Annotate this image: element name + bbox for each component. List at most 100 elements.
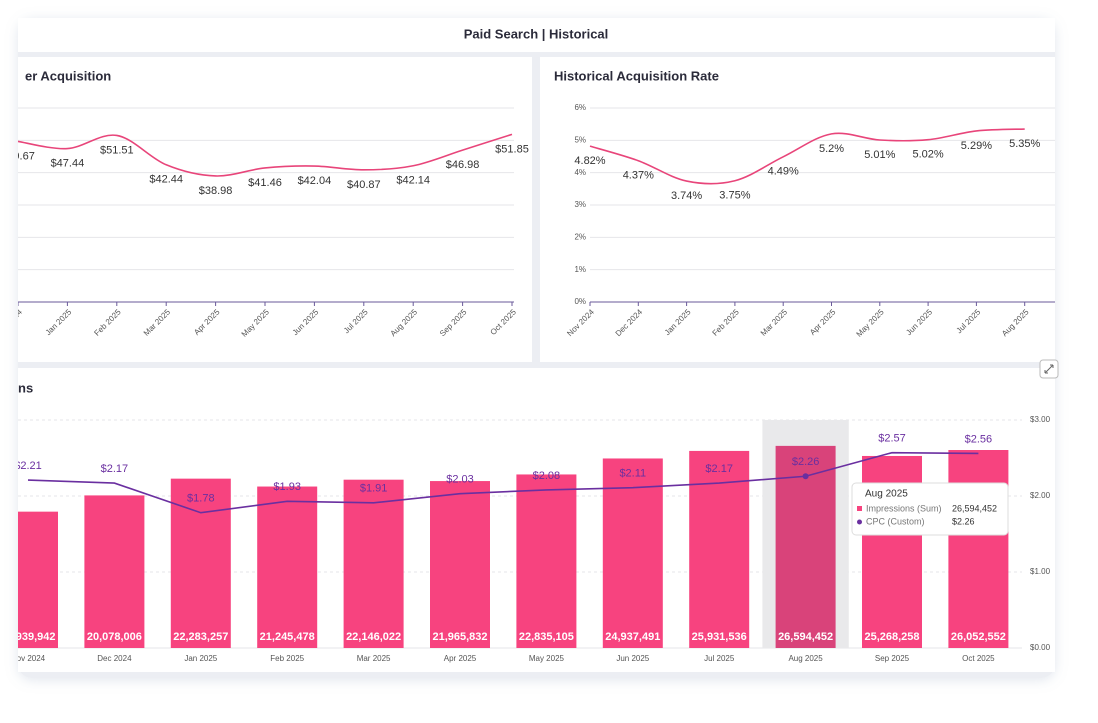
y2-tick-label: $3.00 bbox=[1030, 415, 1051, 424]
y-tick-label: 50 bbox=[5, 135, 14, 144]
y2-tick-label: $2.00 bbox=[1030, 491, 1051, 500]
y-tick-label: 10 bbox=[5, 265, 14, 274]
line-label: $2.08 bbox=[533, 470, 561, 482]
data-label: 3.75% bbox=[719, 190, 750, 202]
y-tick-label: 3% bbox=[574, 200, 586, 209]
data-label: 5.35% bbox=[1009, 138, 1040, 150]
bar bbox=[18, 511, 58, 648]
x-tick-label: Nov 2024 bbox=[11, 654, 46, 663]
x-tick-label: May 2025 bbox=[529, 654, 565, 663]
bar-label: 17,939,942 bbox=[0, 631, 55, 643]
tooltip-series: Impressions (Sum) bbox=[866, 503, 942, 513]
point bbox=[802, 473, 809, 480]
data-label: 5.02% bbox=[912, 149, 943, 161]
line-label: $2.57 bbox=[878, 433, 906, 445]
data-label: $38.98 bbox=[199, 185, 233, 197]
y-tick-label: 60 bbox=[5, 103, 14, 112]
y-tick-label: 40 bbox=[5, 168, 14, 177]
tooltip-box bbox=[851, 482, 1009, 536]
expand-button[interactable] bbox=[1039, 359, 1059, 379]
line bbox=[589, 128, 1025, 185]
x-tick-label: Mar 2025 bbox=[357, 654, 391, 663]
tooltip-swatch bbox=[857, 519, 862, 525]
bar bbox=[689, 450, 750, 648]
bar-label: 22,835,105 bbox=[519, 631, 574, 643]
line-label: $2.56 bbox=[965, 433, 993, 445]
line-label: $1.91 bbox=[360, 483, 388, 495]
line-label: $1.93 bbox=[273, 481, 301, 493]
line-label: $2.26 bbox=[792, 456, 820, 468]
data-label: $42.14 bbox=[396, 175, 430, 187]
y-tick-label: 0% bbox=[574, 297, 586, 306]
bar bbox=[257, 486, 318, 648]
bar-label: 25,268,258 bbox=[864, 631, 919, 643]
tooltip-value: 26,594,452 bbox=[952, 503, 997, 513]
bar bbox=[948, 450, 1009, 648]
bar-label: 25,931,536 bbox=[692, 631, 747, 643]
data-label: 5.29% bbox=[961, 140, 992, 152]
data-label: $46.98 bbox=[446, 159, 480, 171]
x-tick-label: Aug 2025 bbox=[788, 654, 823, 663]
line-label: $2.21 bbox=[14, 460, 42, 472]
bar-label: 24,937,491 bbox=[605, 631, 660, 643]
bar-label: 22,146,022 bbox=[346, 631, 401, 643]
bar-label: 26,594,452 bbox=[778, 631, 833, 643]
data-label: $42.04 bbox=[298, 175, 332, 187]
tooltip-value: $2.26 bbox=[952, 516, 975, 526]
y2-tick-label: $1.00 bbox=[1030, 567, 1051, 576]
tooltip: Aug 2025 Impressions (Sum) 26,594,452 CPC (… bbox=[851, 482, 1009, 536]
bar bbox=[516, 474, 577, 648]
y-tick-label: 6% bbox=[574, 103, 586, 112]
x-tick-label: Jul 2025 bbox=[704, 654, 735, 663]
x-tick-label: Jan 2025 bbox=[184, 654, 217, 663]
x-tick-label: Feb 2025 bbox=[270, 654, 304, 663]
data-label: $40.87 bbox=[347, 179, 381, 191]
data-label: 5.01% bbox=[864, 149, 895, 161]
line-label: $2.17 bbox=[705, 463, 733, 475]
y-tick-label: 30 bbox=[5, 200, 14, 209]
tooltip-series: CPC (Custom) bbox=[866, 516, 925, 526]
bar bbox=[170, 478, 231, 648]
line bbox=[18, 133, 513, 177]
bar bbox=[84, 495, 145, 648]
data-label: 5.2% bbox=[819, 143, 844, 155]
y2-tick-label: $0.00 bbox=[1030, 643, 1051, 652]
bar-label: 21,965,832 bbox=[432, 631, 487, 643]
header-bar bbox=[18, 18, 1055, 52]
x-tick-label: Apr 2025 bbox=[444, 654, 477, 663]
data-label: 4.37% bbox=[623, 170, 654, 182]
line-label: $2.17 bbox=[101, 463, 129, 475]
bar-label: 20,078,006 bbox=[87, 631, 142, 643]
y-tick-label: 0 bbox=[10, 297, 15, 306]
data-label: $41.46 bbox=[248, 177, 282, 189]
chart-title: ns bbox=[18, 380, 33, 395]
data-label: $47.44 bbox=[51, 158, 85, 170]
y-tick-label: 5% bbox=[574, 135, 586, 144]
chart-title: Historical Acquisition Rate bbox=[554, 68, 719, 83]
tooltip-swatch bbox=[857, 506, 862, 511]
header-title: Paid Search | Historical bbox=[464, 26, 609, 41]
line-label: $1.78 bbox=[187, 493, 215, 505]
y-tick-label: 20 bbox=[5, 232, 14, 241]
line bbox=[27, 451, 979, 514]
data-label: $42.44 bbox=[149, 174, 183, 186]
x-tick-label: Jun 2025 bbox=[616, 654, 649, 663]
data-label: 3.74% bbox=[671, 190, 702, 202]
y-tick-label: 1% bbox=[574, 265, 586, 274]
tooltip-title: Aug 2025 bbox=[865, 489, 908, 500]
bar-label: 21,245,478 bbox=[260, 631, 315, 643]
bar bbox=[602, 458, 663, 648]
chart: ns $0.00 $1.00 $2.00 $3.00 Nov 2024 Dec 2024 Ja… bbox=[0, 380, 1051, 663]
y-tick-label: 4% bbox=[574, 168, 586, 177]
line-label: $2.03 bbox=[446, 474, 474, 486]
y-tick-label: 2% bbox=[574, 232, 586, 241]
chart-title: er Acquisition bbox=[25, 68, 111, 83]
bar bbox=[343, 479, 404, 648]
x-tick-label: Dec 2024 bbox=[97, 654, 132, 663]
x-tick-label: Sep 2025 bbox=[875, 654, 910, 663]
bar bbox=[775, 445, 836, 648]
data-label: 4.82% bbox=[574, 155, 605, 167]
bar bbox=[430, 481, 490, 648]
data-label: $51.85 bbox=[495, 143, 529, 155]
